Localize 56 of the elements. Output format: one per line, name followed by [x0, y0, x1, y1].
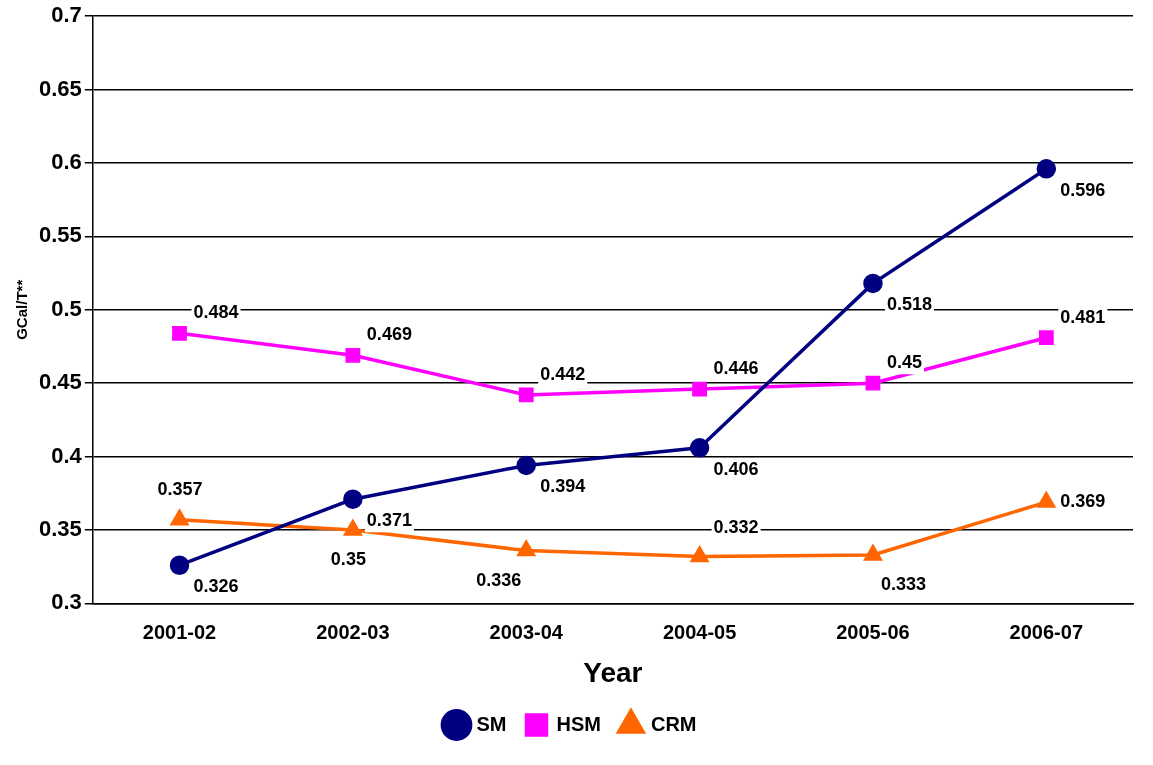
- data-label: 0.484: [193, 302, 239, 323]
- y-axis-title: GCal/T**: [13, 279, 31, 340]
- data-label: 0.326: [193, 576, 239, 597]
- point: [690, 546, 709, 563]
- data-label: 0.332: [713, 517, 759, 538]
- point: [344, 520, 362, 536]
- data-label: 0.469: [366, 324, 412, 345]
- y-tick-label: 0.65: [38, 75, 82, 101]
- y-tick-label: 0.55: [38, 222, 82, 248]
- point: [172, 325, 187, 341]
- point: [692, 381, 707, 397]
- x-tick-label: 2001-02: [142, 620, 217, 643]
- x-tick-label: 2002-03: [316, 620, 390, 643]
- y-tick-label: 0.6: [51, 149, 82, 175]
- y-tick-label: 0.3: [51, 589, 82, 615]
- point: [518, 387, 534, 403]
- legend-label: SM: [476, 712, 507, 735]
- y-tick-label: 0.5: [51, 295, 82, 321]
- point: [863, 273, 883, 294]
- point: [1036, 159, 1057, 179]
- point: [865, 375, 881, 391]
- point: [517, 540, 535, 557]
- point: [516, 455, 536, 476]
- data-label: 0.336: [476, 569, 522, 590]
- point: [345, 347, 361, 363]
- x-tick-label: 2003-04: [489, 620, 564, 643]
- x-tick-label: 2005-06: [836, 620, 910, 643]
- point: [689, 438, 710, 458]
- x-tick-label: 2006-07: [1009, 620, 1084, 643]
- legend-label: HSM: [556, 712, 601, 735]
- data-label: 0.596: [1060, 179, 1106, 200]
- x-tick-label: 2004-05: [662, 620, 737, 643]
- data-label: 0.371: [366, 510, 412, 531]
- point: [343, 489, 363, 509]
- point: [170, 509, 189, 526]
- y-tick-label: 0.35: [38, 516, 82, 542]
- legend-label: CRM: [650, 712, 697, 735]
- data-label: 0.35: [330, 548, 366, 569]
- data-label: 0.357: [157, 478, 203, 499]
- data-label: 0.518: [886, 294, 932, 315]
- data-label: 0.446: [713, 358, 759, 379]
- data-label: 0.406: [713, 458, 759, 479]
- data-label: 0.333: [880, 573, 926, 594]
- data-label: 0.481: [1060, 306, 1106, 327]
- point: [1037, 492, 1055, 508]
- y-tick-label: 0.4: [51, 442, 83, 468]
- data-label: 0.394: [540, 476, 586, 497]
- y-tick-label: 0.7: [51, 2, 82, 28]
- point: [169, 555, 190, 575]
- y-tick-label: 0.45: [38, 369, 82, 395]
- x-axis-title: Year: [583, 656, 643, 688]
- data-label: 0.369: [1060, 491, 1106, 512]
- point: [1038, 330, 1054, 346]
- data-label: 0.45: [886, 352, 922, 373]
- data-label: 0.442: [540, 363, 586, 384]
- point: [864, 545, 882, 561]
